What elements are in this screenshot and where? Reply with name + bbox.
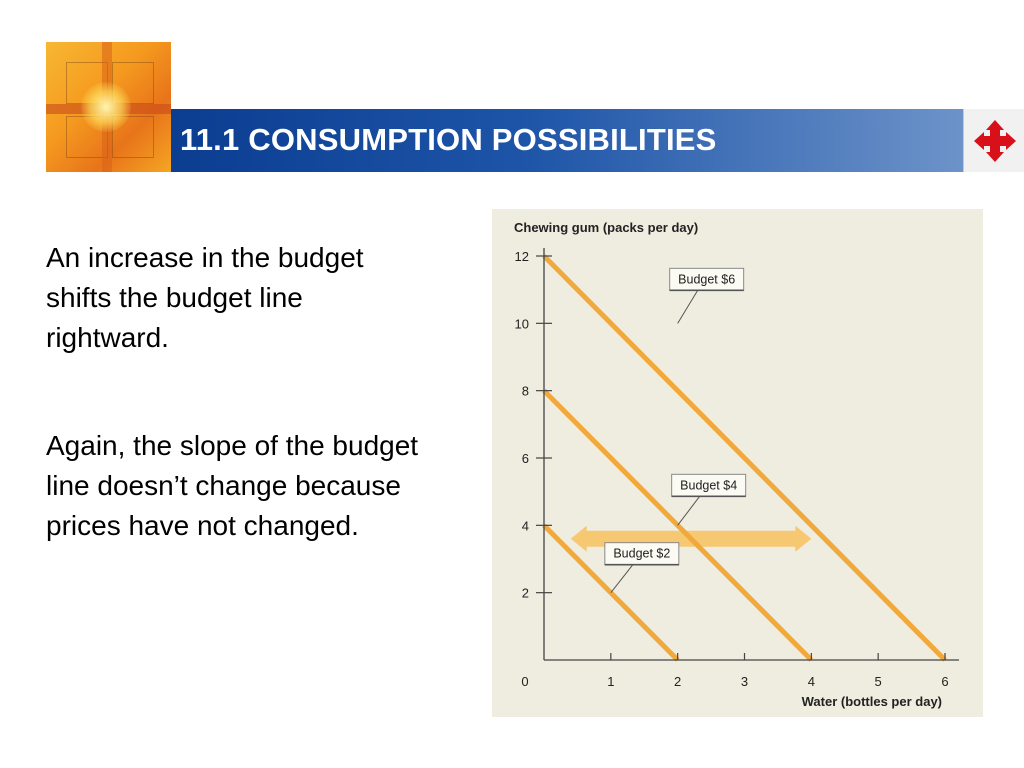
budget-line — [542, 523, 680, 662]
y-tick-label: 8 — [522, 384, 529, 399]
navigation-button[interactable] — [963, 109, 1024, 172]
x-tick-label: 3 — [741, 674, 748, 689]
series-callout: Budget $6 — [669, 267, 745, 324]
x-tick-label: 2 — [674, 674, 681, 689]
x-tick-label: 5 — [875, 674, 882, 689]
y-tick-label: 10 — [515, 316, 529, 331]
paragraph-slope-unchanged: Again, the slope of the budget line does… — [46, 430, 419, 541]
title-bar: 11.1 CONSUMPTION POSSIBILITIES — [171, 109, 964, 172]
y-axis-label: Chewing gum (packs per day) — [514, 220, 698, 235]
series-callout: Budget $2 — [604, 542, 680, 593]
x-tick-label: 4 — [808, 674, 815, 689]
y-tick-label: 2 — [522, 586, 529, 601]
logo-pane — [112, 116, 154, 158]
x-axis-label: Water (bottles per day) — [802, 694, 942, 709]
budget-line — [542, 388, 814, 662]
y-tick-label: 12 — [515, 249, 529, 264]
x-tick-label: 6 — [941, 674, 948, 689]
slide-title: 11.1 CONSUMPTION POSSIBILITIES — [180, 122, 717, 157]
slide-logo — [46, 42, 171, 172]
logo-glow — [81, 82, 131, 132]
x-tick-label: 1 — [607, 674, 614, 689]
move-arrows-icon — [973, 119, 1016, 162]
y-tick-label: 6 — [522, 451, 529, 466]
callout-leader — [677, 496, 701, 526]
origin-label: 0 — [521, 674, 528, 689]
budget-line — [542, 254, 947, 662]
y-tick-label: 4 — [522, 518, 529, 533]
callout-leader — [677, 290, 699, 324]
series-label: Budget $4 — [680, 478, 737, 492]
callout-leader — [610, 564, 634, 593]
series-label: Budget $2 — [613, 547, 670, 561]
budget-chart: Budget $2 Budget $4 Budget $6 1 2 3 4 5 6 2 4 6 8 10… — [492, 209, 983, 717]
series-callout: Budget $4 — [671, 473, 747, 526]
paragraph-budget-increase: An increase in the budget shifts the bud… — [46, 242, 364, 353]
series-label: Budget $6 — [678, 272, 735, 286]
